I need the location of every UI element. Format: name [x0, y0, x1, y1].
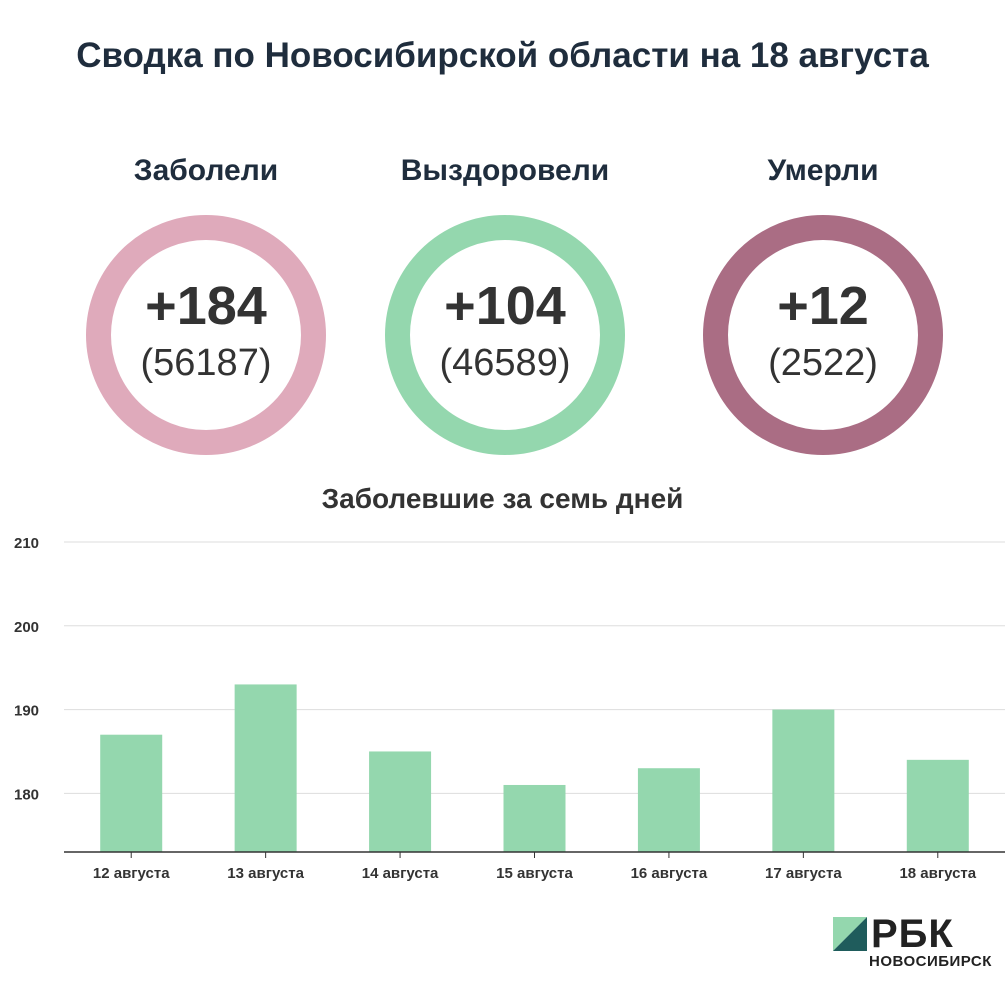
stat-recovered-total: (46589): [439, 342, 571, 384]
y-tick-label: 210: [14, 535, 39, 552]
stat-recovered-ring: +104 (46589): [385, 215, 625, 455]
stat-infected-delta: +184: [145, 276, 267, 336]
x-tick-label: 15 августа: [496, 865, 573, 882]
bar: [637, 768, 700, 852]
bar: [772, 709, 835, 852]
x-tick-label: 18 августа: [899, 865, 976, 882]
stat-recovered-delta: +104: [444, 276, 566, 336]
y-tick-label: 190: [14, 703, 39, 720]
chart-title: Заболевшие за семь дней: [321, 483, 684, 514]
stat-deaths-delta: +12: [777, 276, 869, 336]
page-title: Сводка по Новосибирской области на 18 ав…: [76, 36, 929, 75]
x-tick-label: 16 августа: [631, 865, 708, 882]
rbc-logo-city: НОВОСИБИРСК: [869, 953, 992, 970]
stat-infected-total: (56187): [140, 342, 272, 384]
y-tick-label: 200: [14, 619, 39, 636]
bar: [503, 784, 566, 852]
bar: [100, 734, 163, 852]
stat-recovered-label: Выздоровели: [400, 154, 610, 187]
stat-infected: Заболели +184 (56187): [56, 140, 356, 470]
bar-chart: 180 190 200 210 12 августа 13 августа 14 авгус…: [14, 535, 1005, 882]
x-tick-label: 14 августа: [362, 865, 439, 882]
rbc-logo: РБК НОВОСИБИРСК: [833, 912, 998, 975]
x-tick-label: 12 августа: [93, 865, 170, 882]
stat-recovered: Выздоровели +104 (46589): [355, 140, 655, 470]
rbc-logo-name: РБК: [871, 912, 954, 956]
y-tick-label: 180: [14, 786, 39, 803]
stat-deaths-ring: +12 (2522): [703, 215, 943, 455]
x-tick-label: 17 августа: [765, 865, 842, 882]
stat-infected-label: Заболели: [133, 154, 279, 187]
bar: [906, 759, 969, 852]
stat-deaths-total: (2522): [768, 342, 878, 384]
stat-deaths-label: Умерли: [767, 154, 879, 187]
rbc-logo-mark: [833, 917, 867, 951]
stat-deaths: Умерли +12 (2522): [673, 140, 973, 470]
stat-infected-ring: +184 (56187): [86, 215, 326, 455]
bar: [369, 751, 432, 852]
x-tick-label: 13 августа: [227, 865, 304, 882]
bar: [234, 684, 297, 852]
